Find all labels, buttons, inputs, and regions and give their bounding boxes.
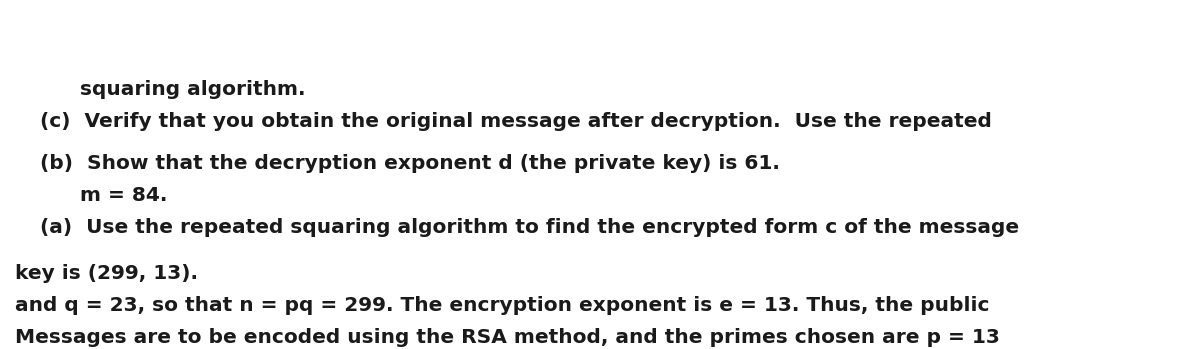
Text: m = 84.: m = 84.: [80, 186, 167, 205]
Text: squaring algorithm.: squaring algorithm.: [80, 80, 306, 99]
Text: (a)  Use the repeated squaring algorithm to find the encrypted form c of the mes: (a) Use the repeated squaring algorithm …: [40, 218, 1019, 237]
Text: key is (299, 13).: key is (299, 13).: [14, 264, 198, 283]
Text: and q = 23, so that n = pq = 299. The encryption exponent is e = 13. Thus, the p: and q = 23, so that n = pq = 299. The en…: [14, 296, 990, 315]
Text: (c)  Verify that you obtain the original message after decryption.  Use the repe: (c) Verify that you obtain the original …: [40, 112, 992, 131]
Text: Messages are to be encoded using the RSA method, and the primes chosen are p = 1: Messages are to be encoded using the RSA…: [14, 328, 1000, 347]
Text: (b)  Show that the decryption exponent d (the private key) is 61.: (b) Show that the decryption exponent d …: [40, 154, 780, 173]
